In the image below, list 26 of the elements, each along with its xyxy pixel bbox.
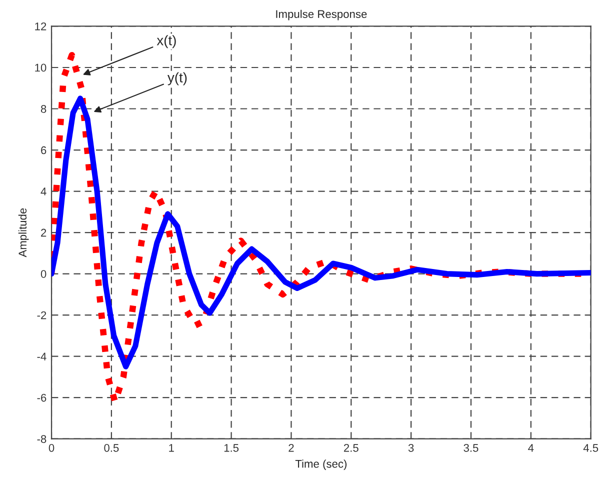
x-tick-label: 0 [48, 444, 54, 452]
annotation: x(t) [156, 35, 176, 48]
x-tick-label: 1 [169, 444, 174, 452]
x-tick-label: 3.5 [464, 444, 478, 452]
x-tick-label: 2.5 [344, 444, 358, 452]
y-axis-title: Amplitude [18, 208, 29, 258]
y-tick-label: -8 [37, 435, 46, 443]
x-tick-label: 4.5 [583, 444, 598, 452]
x-tick-label: 1.5 [224, 444, 239, 452]
y-tick-label: 2 [41, 228, 46, 237]
y-tick-label: -2 [37, 311, 46, 320]
y-tick-label: 12 [35, 22, 46, 30]
y-tick-label: 8 [40, 105, 46, 113]
x-tick-label: 0.5 [104, 444, 119, 452]
x-tick-label: 4 [528, 444, 534, 452]
x-tick-label: 2 [288, 444, 294, 452]
y-tick-label: 10 [35, 64, 46, 72]
y-tick-label: -6 [37, 394, 46, 402]
y-tick-label: 4 [40, 188, 46, 196]
y-tick-label: -4 [37, 352, 46, 360]
x-axis-title: Time (sec) [295, 460, 347, 470]
annotation: y(t) [167, 72, 187, 86]
chart-title: Impulse Response [276, 10, 367, 20]
y-tick-label: 0 [40, 270, 46, 278]
y-tick-label: 6 [41, 146, 46, 154]
x-tick-label: 3 [408, 444, 414, 452]
